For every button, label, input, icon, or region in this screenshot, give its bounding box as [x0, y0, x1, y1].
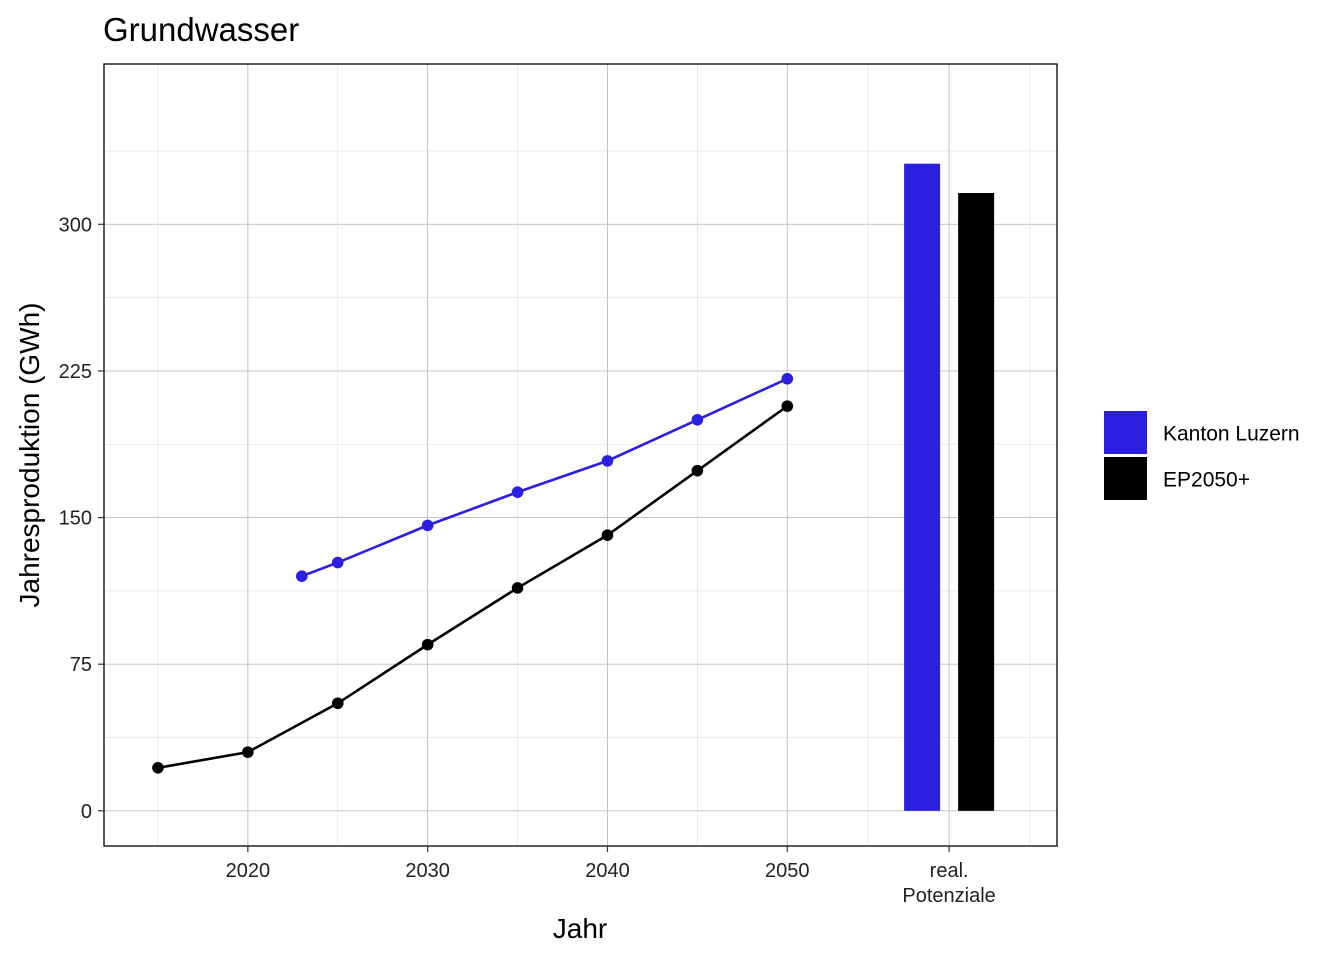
data-point-ep2050- [421, 638, 434, 651]
data-point-ep2050- [511, 582, 524, 594]
y-tick-label: 75 [70, 654, 92, 676]
y-tick-label: 300 [59, 214, 92, 236]
data-point-ep2050- [781, 400, 794, 412]
plot-panel: 0 75 150 225 300 2020 2030 2040 2050 real. Potenzi… [59, 63, 1058, 907]
legend-label-ep2050-: EP2050+ [1163, 469, 1250, 492]
data-point-kanton-luzern [421, 519, 434, 532]
x-tick-label: 2030 [405, 860, 450, 882]
panel-background [104, 64, 1057, 846]
y-tick-label: 0 [81, 801, 92, 823]
y-tick-label: 225 [59, 361, 92, 383]
data-point-ep2050- [331, 697, 344, 710]
x-tick-label: real. Potenziale [902, 860, 995, 907]
bar-kanton-luzern [904, 163, 941, 811]
data-point-kanton-luzern [601, 455, 614, 467]
data-point-kanton-luzern [691, 414, 704, 426]
data-point-kanton-luzern [781, 372, 794, 385]
y-tick-label: 150 [59, 508, 92, 530]
x-axis-title: Jahr [553, 913, 607, 944]
data-point-ep2050- [691, 464, 704, 477]
panel-border [103, 63, 1058, 847]
legend: Kanton Luzern EP2050+ [1104, 411, 1300, 500]
data-point-ep2050- [152, 762, 164, 774]
series-line-ep2050- [157, 405, 789, 770]
y-axis-title: Jahresproduktion (GWh) [14, 302, 45, 607]
data-point-kanton-luzern [511, 486, 524, 498]
x-tick-label: 2050 [765, 860, 810, 882]
legend-label-kanton-luzern: Kanton Luzern [1163, 423, 1300, 446]
data-point-ep2050- [601, 529, 614, 541]
data-point-ep2050- [242, 746, 254, 758]
data-point-kanton-luzern [295, 570, 308, 583]
x-tick-label: 2020 [226, 860, 271, 882]
data-point-kanton-luzern [331, 556, 344, 569]
chart-title: Grundwasser [103, 11, 299, 48]
legend-key-kanton-luzern [1104, 411, 1147, 454]
bar-ep2050- [958, 193, 995, 811]
legend-key-ep2050- [1104, 457, 1147, 500]
x-tick-label: 2040 [585, 860, 630, 882]
